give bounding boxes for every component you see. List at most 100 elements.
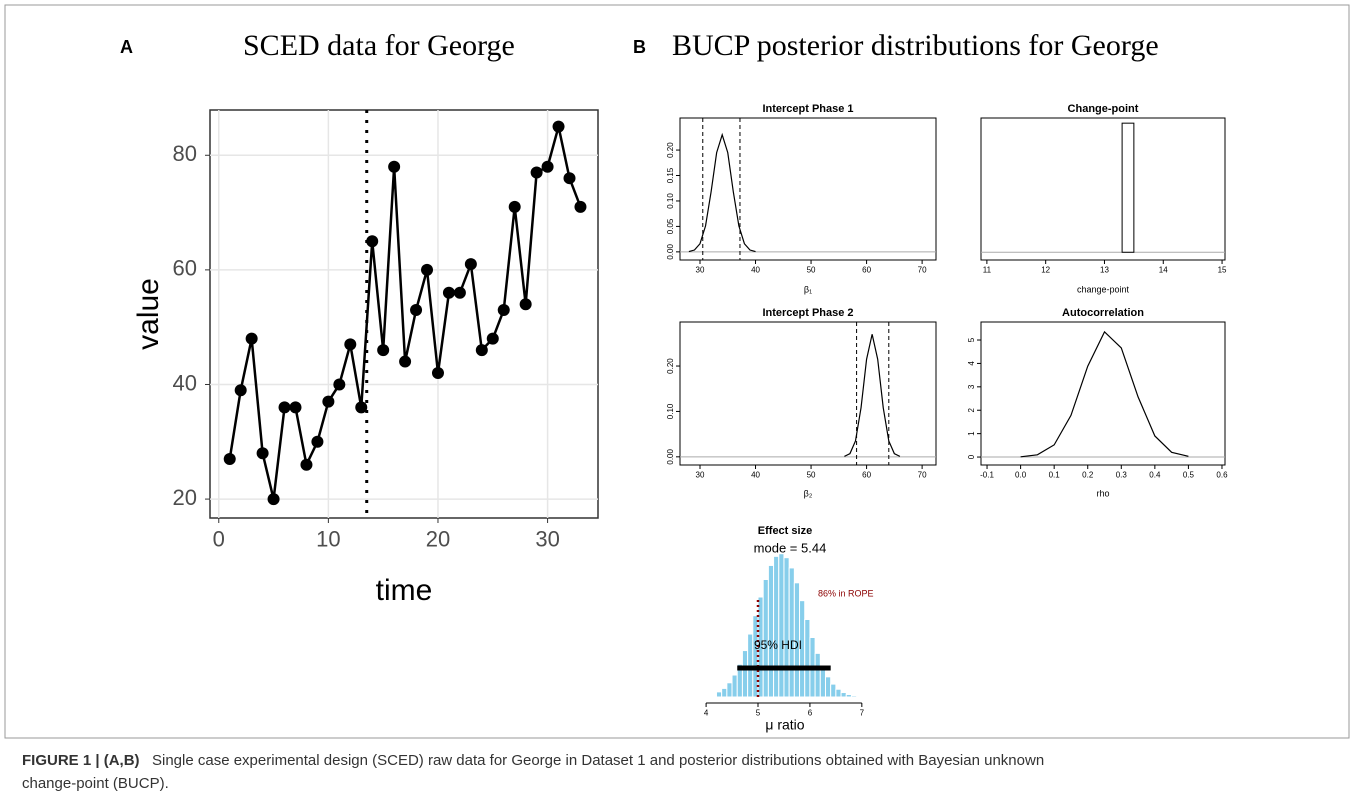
data-line (1020, 330, 1189, 458)
subplot-title: Effect size (758, 525, 812, 537)
hist-bar (840, 692, 847, 698)
caption: FIGURE 1 | (A,B) (22, 752, 140, 769)
hist-bar (1121, 122, 1135, 253)
x-axis-label: μ ratio (765, 717, 804, 733)
hist-bar (845, 694, 852, 698)
x-tick-label: 20 (426, 526, 450, 551)
hist-bar (824, 676, 832, 698)
y-tick-label: 20 (173, 485, 197, 510)
hist-bar (814, 652, 821, 698)
plot-frame (679, 117, 937, 261)
data-point (377, 344, 390, 357)
data-point (486, 332, 499, 345)
subplot-title: Change-point (1068, 103, 1139, 115)
plot-frame (209, 109, 599, 519)
y-tick-label: 40 (173, 370, 197, 395)
panel-letter: A (120, 37, 133, 57)
hist-bar (783, 557, 790, 698)
x-tick-label: 10 (316, 526, 340, 551)
y-tick-label: 0.15 (666, 167, 675, 183)
hist-bar (835, 688, 842, 698)
x-tick-label: 0.1 (1049, 471, 1061, 480)
data-point (311, 435, 324, 448)
x-tick-label: 0.6 (1216, 471, 1228, 480)
y-tick-label: 0 (967, 454, 976, 459)
data-point (234, 384, 247, 397)
data-point (442, 286, 455, 299)
y-tick-label: 2 (967, 407, 976, 412)
y-tick-label: 0.00 (666, 244, 675, 260)
hist-bar (819, 666, 826, 698)
data-point (519, 298, 532, 311)
hist-bar (830, 683, 837, 698)
data-point (552, 120, 565, 133)
x-axis-label: rho (1096, 488, 1109, 498)
x-tick-label: 0.2 (1082, 471, 1094, 480)
x-tick-label: 15 (1218, 266, 1227, 275)
y-tick-label: 5 (967, 337, 976, 342)
hist-bar (731, 674, 738, 698)
hdi-label: 95% HDI (754, 638, 802, 652)
data-point (300, 458, 313, 471)
x-tick-label: -0.1 (980, 471, 994, 480)
y-tick-label: 0.00 (666, 448, 675, 464)
subplot-title: Intercept Phase 1 (762, 103, 853, 115)
data-point (530, 166, 543, 179)
x-axis-label: time (376, 574, 433, 607)
data-point (344, 338, 357, 351)
x-tick-label: 30 (696, 266, 705, 275)
hist-bar (778, 553, 785, 698)
data-point (410, 303, 423, 316)
hist-bar (773, 555, 780, 698)
plot-frame (679, 321, 937, 466)
x-tick-label: 70 (918, 471, 927, 480)
data-point (475, 344, 488, 357)
hist-bar (726, 682, 733, 698)
y-tick-label: 0.20 (666, 142, 675, 158)
plot-frame (980, 321, 1226, 466)
y-tick-label: 0.10 (666, 193, 675, 209)
data-point (574, 200, 587, 213)
subplot-title: Autocorrelation (1062, 307, 1144, 319)
data-point (563, 172, 576, 185)
y-tick-label: 4 (967, 361, 976, 366)
x-tick-label: 4 (704, 709, 709, 718)
mode-label: mode = 5.44 (754, 540, 827, 555)
x-axis-label: β₂ (804, 488, 813, 498)
x-tick-label: 14 (1159, 266, 1168, 275)
y-tick-label: 60 (173, 256, 197, 281)
hist-bar (804, 618, 811, 698)
data-point (497, 303, 510, 316)
data-point (289, 401, 302, 414)
x-tick-label: 0.3 (1116, 471, 1128, 480)
y-tick-label: 3 (967, 384, 976, 389)
panel-title: SCED data for George (243, 29, 515, 62)
x-tick-label: 12 (1041, 266, 1050, 275)
x-tick-label: 30 (535, 526, 559, 551)
hist-bar (715, 691, 723, 698)
subplot-title: Intercept Phase 2 (762, 307, 853, 319)
rope-label: 86% in ROPE (818, 588, 874, 598)
data-point (245, 332, 258, 345)
data-point (278, 401, 291, 414)
hist-bar (788, 567, 795, 698)
hist-bar (721, 687, 728, 698)
caption-label: FIGURE 1 | (A,B) (22, 752, 140, 769)
x-tick-label: 6 (808, 709, 813, 718)
data-point (322, 395, 335, 408)
data-point (453, 286, 466, 299)
caption-text: Single case experimental design (SCED) r… (22, 752, 1044, 792)
y-tick-label: 1 (967, 431, 976, 436)
x-tick-label: 50 (807, 471, 816, 480)
hist-bar (741, 650, 749, 698)
x-tick-label: 7 (860, 709, 865, 718)
x-tick-label: 0.4 (1149, 471, 1161, 480)
data-point (333, 378, 346, 391)
y-tick-label: 0.20 (666, 358, 675, 374)
data-point (399, 355, 412, 368)
plot-frame (980, 117, 1226, 261)
x-tick-label: 30 (696, 471, 705, 480)
data-point (431, 367, 444, 380)
